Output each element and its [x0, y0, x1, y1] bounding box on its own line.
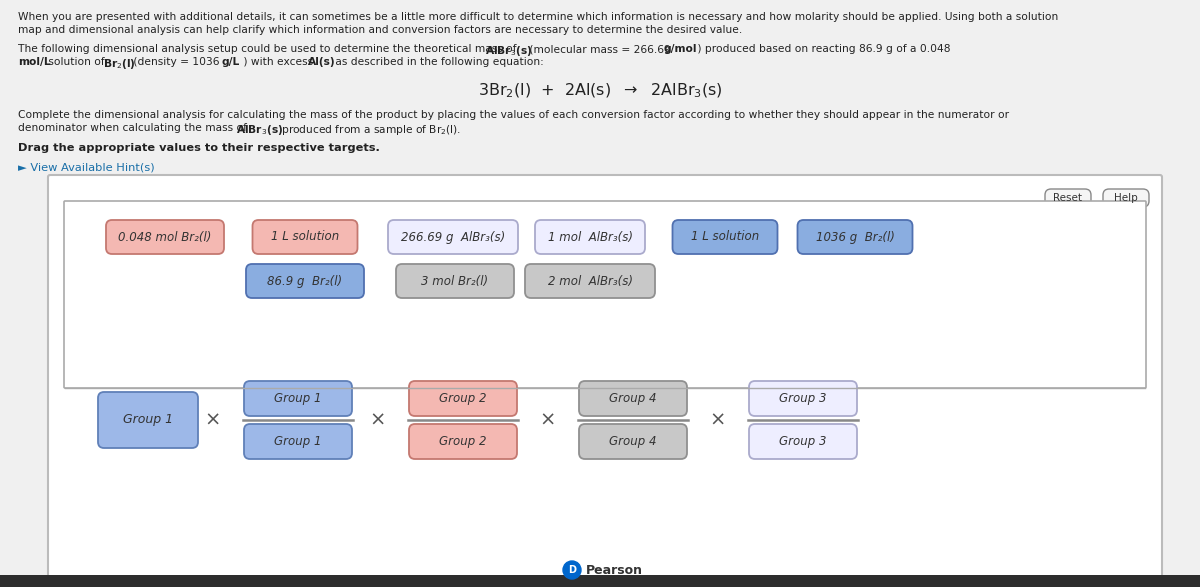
FancyBboxPatch shape [526, 264, 655, 298]
Text: Group 2: Group 2 [439, 435, 487, 448]
Text: ► View Available Hint(s): ► View Available Hint(s) [18, 162, 155, 172]
Text: When you are presented with additional details, it can sometimes be a little mor: When you are presented with additional d… [18, 12, 1058, 22]
Text: 1 L solution: 1 L solution [691, 231, 760, 244]
Text: Al(s): Al(s) [308, 57, 336, 67]
FancyBboxPatch shape [244, 424, 352, 459]
Text: ×: × [710, 410, 726, 430]
Text: 1036 g  Br₂(l): 1036 g Br₂(l) [816, 231, 894, 244]
FancyBboxPatch shape [252, 220, 358, 254]
Text: 3 mol Br₂(l): 3 mol Br₂(l) [421, 275, 488, 288]
Text: AlBr$_3$(s): AlBr$_3$(s) [236, 123, 283, 137]
Text: 3Br$_2$(l)  +  2Al(s)  $\rightarrow$  2AlBr$_3$(s): 3Br$_2$(l) + 2Al(s) $\rightarrow$ 2AlBr$… [478, 82, 722, 100]
FancyBboxPatch shape [106, 220, 224, 254]
Text: Help: Help [1114, 193, 1138, 203]
Text: ) with excess: ) with excess [240, 57, 317, 67]
FancyBboxPatch shape [388, 220, 518, 254]
FancyBboxPatch shape [244, 381, 352, 416]
Text: 1 L solution: 1 L solution [271, 231, 340, 244]
FancyBboxPatch shape [672, 220, 778, 254]
Text: 2 mol  AlBr₃(s): 2 mol AlBr₃(s) [547, 275, 632, 288]
FancyBboxPatch shape [98, 392, 198, 448]
Text: Reset: Reset [1054, 193, 1082, 203]
Bar [0, 575, 1200, 587]
FancyBboxPatch shape [580, 424, 686, 459]
Circle shape [563, 561, 581, 579]
Text: Group 1: Group 1 [275, 435, 322, 448]
Text: 86.9 g  Br₂(l): 86.9 g Br₂(l) [268, 275, 342, 288]
Text: produced from a sample of Br$_2$(l).: produced from a sample of Br$_2$(l). [278, 123, 461, 137]
Text: Group 1: Group 1 [122, 413, 173, 427]
Text: Group 1: Group 1 [275, 392, 322, 405]
Text: ×: × [370, 410, 386, 430]
Text: Group 4: Group 4 [610, 435, 656, 448]
Text: Pearson: Pearson [586, 564, 643, 576]
Text: Group 2: Group 2 [439, 392, 487, 405]
Text: g/mol: g/mol [664, 44, 697, 54]
FancyBboxPatch shape [48, 175, 1162, 579]
Text: (molecular mass = 266.69: (molecular mass = 266.69 [526, 44, 674, 54]
Text: map and dimensional analysis can help clarify which information and conversion f: map and dimensional analysis can help cl… [18, 25, 743, 35]
Text: Br$_2$(l): Br$_2$(l) [103, 57, 136, 71]
FancyBboxPatch shape [1045, 189, 1091, 207]
FancyBboxPatch shape [409, 381, 517, 416]
Text: mol/L: mol/L [18, 57, 50, 67]
Text: as described in the following equation:: as described in the following equation: [332, 57, 544, 67]
Text: g/L: g/L [222, 57, 240, 67]
Text: ×: × [540, 410, 556, 430]
Text: ) produced based on reacting 86.9 g of a 0.048: ) produced based on reacting 86.9 g of a… [694, 44, 950, 54]
Text: (density = 1036: (density = 1036 [130, 57, 223, 67]
Text: Drag the appropriate values to their respective targets.: Drag the appropriate values to their res… [18, 143, 380, 153]
Text: denominator when calculating the mass of: denominator when calculating the mass of [18, 123, 251, 133]
FancyBboxPatch shape [64, 201, 1146, 388]
Text: solution of: solution of [46, 57, 108, 67]
Text: Group 3: Group 3 [779, 435, 827, 448]
FancyBboxPatch shape [1103, 189, 1150, 207]
Text: Group 3: Group 3 [779, 392, 827, 405]
FancyBboxPatch shape [798, 220, 912, 254]
FancyBboxPatch shape [749, 381, 857, 416]
Text: 266.69 g  AlBr₃(s): 266.69 g AlBr₃(s) [401, 231, 505, 244]
Text: D: D [568, 565, 576, 575]
Text: Group 4: Group 4 [610, 392, 656, 405]
Text: 0.048 mol Br₂(l): 0.048 mol Br₂(l) [119, 231, 211, 244]
FancyBboxPatch shape [580, 381, 686, 416]
FancyBboxPatch shape [409, 424, 517, 459]
Text: 1 mol  AlBr₃(s): 1 mol AlBr₃(s) [547, 231, 632, 244]
FancyBboxPatch shape [246, 264, 364, 298]
Text: Complete the dimensional analysis for calculating the mass of the product by pla: Complete the dimensional analysis for ca… [18, 110, 1009, 120]
FancyBboxPatch shape [396, 264, 514, 298]
Text: ×: × [205, 410, 221, 430]
FancyBboxPatch shape [535, 220, 646, 254]
Text: AlBr$_3$(s): AlBr$_3$(s) [485, 44, 533, 58]
Text: The following dimensional analysis setup could be used to determine the theoreti: The following dimensional analysis setup… [18, 44, 520, 54]
FancyBboxPatch shape [749, 424, 857, 459]
